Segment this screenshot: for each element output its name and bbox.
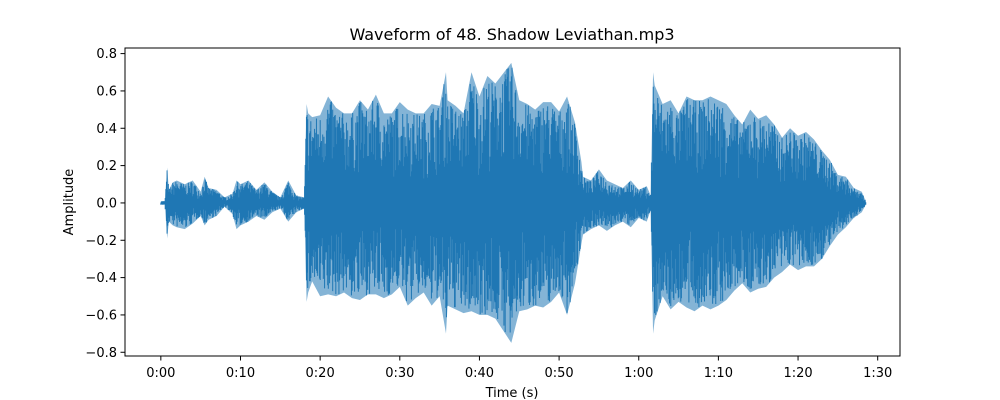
x-axis: 0:00 0:10 0:20 0:30 0:40 0:50 1:00 1:10 1:20 1:30 xyxy=(146,356,892,381)
y-tick-label: −0.6 xyxy=(85,308,117,323)
x-axis-title: Time (s) xyxy=(485,386,539,400)
x-tick-label: 0:20 xyxy=(306,366,335,381)
y-tick-label: −0.2 xyxy=(85,234,117,249)
y-tick-label: 0.2 xyxy=(96,159,117,174)
x-tick-label: 1:20 xyxy=(783,366,812,381)
x-tick-label: 1:10 xyxy=(704,366,733,381)
waveform-line xyxy=(160,67,867,333)
y-tick-label: −0.4 xyxy=(85,271,117,286)
y-tick-label: 0.8 xyxy=(96,47,117,62)
plot-area xyxy=(160,62,867,343)
y-tick-label: −0.8 xyxy=(85,346,117,361)
x-tick-label: 0:40 xyxy=(465,366,494,381)
y-tick-label: 0.4 xyxy=(96,122,117,137)
x-tick-label: 0:30 xyxy=(385,366,414,381)
y-tick-label: 0.0 xyxy=(96,196,117,211)
chart-title: Waveform of 48. Shadow Leviathan.mp3 xyxy=(349,25,674,44)
x-tick-label: 1:00 xyxy=(624,366,653,381)
y-axis-title: Amplitude xyxy=(62,169,77,236)
y-tick-label: 0.6 xyxy=(96,84,117,99)
y-axis: −0.8 −0.6 −0.4 −0.2 0.0 0.2 0.4 0.6 0.8 xyxy=(85,47,125,361)
plot-frame xyxy=(124,47,901,357)
x-tick-label: 1:30 xyxy=(863,366,892,381)
x-tick-label: 0:00 xyxy=(146,366,175,381)
x-tick-label: 0:50 xyxy=(544,366,573,381)
x-tick-label: 0:10 xyxy=(226,366,255,381)
